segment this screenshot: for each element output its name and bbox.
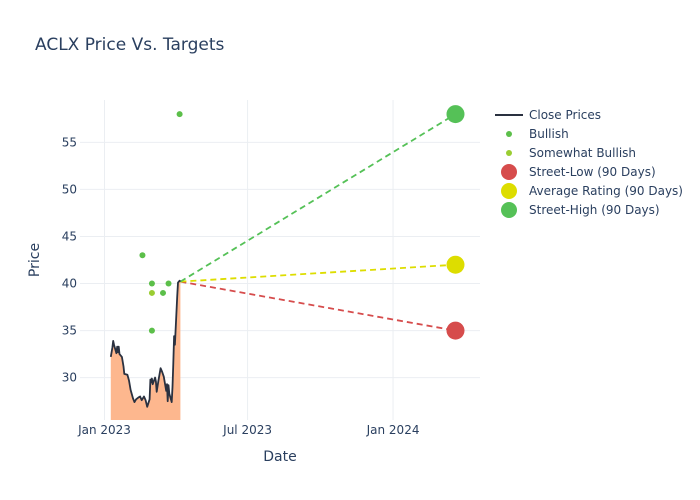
legend-item-street-low-days[interactable]: Street-Low (90 Days) [501, 164, 656, 180]
legend-label: Average Rating (90 Days) [529, 184, 683, 198]
y-tick-label: 50 [62, 182, 77, 196]
legend-item-somewhat-bullish[interactable]: Somewhat Bullish [506, 146, 636, 160]
y-tick-label: 40 [62, 277, 77, 291]
chart-title: ACLX Price Vs. Targets [35, 35, 224, 55]
bullish-point[interactable] [160, 289, 167, 296]
x-axis-label: Date [263, 449, 296, 465]
legend-label: Street-High (90 Days) [529, 203, 660, 217]
street-low-days-marker[interactable] [446, 321, 465, 340]
close-price-area [110, 280, 181, 420]
bullish-point[interactable] [139, 252, 146, 259]
somewhat-bullish-point[interactable] [148, 289, 155, 296]
legend-item-bullish[interactable]: Bullish [506, 127, 569, 141]
target-markers [446, 105, 465, 340]
y-axis-ticks: 30 35 40 45 50 55 [62, 135, 77, 384]
average-rating-days-line [180, 263, 456, 283]
x-tick-label: Jan 2023 [77, 423, 131, 437]
legend-item-close-prices[interactable]: Close Prices [495, 108, 601, 122]
legend-label: Street-Low (90 Days) [529, 165, 656, 179]
x-axis-ticks: Jan 2023 Jul 2023 Jan 2024 [77, 423, 419, 437]
legend-marker-swatch [501, 183, 517, 199]
street-high-days-line [179, 113, 456, 283]
legend-marker-swatch [501, 164, 517, 180]
bullish-point[interactable] [165, 280, 172, 287]
plot-area [80, 100, 480, 420]
y-tick-label: 35 [62, 324, 77, 338]
legend-dot-swatch [506, 131, 512, 137]
bullish-point[interactable] [148, 280, 155, 287]
y-tick-label: 55 [62, 135, 77, 149]
y-axis-label: Price [27, 243, 43, 277]
y-tick-label: 45 [62, 229, 77, 243]
legend-label: Bullish [529, 127, 569, 141]
street-low-days-line [180, 280, 456, 332]
legend-label: Close Prices [529, 108, 601, 122]
street-high-days-marker[interactable] [446, 105, 465, 124]
rating-points [139, 111, 183, 334]
price-area [110, 280, 181, 420]
legend-marker-swatch [501, 202, 517, 218]
legend-dot-swatch [506, 150, 512, 156]
bullish-point[interactable] [148, 327, 155, 334]
average-rating-days-marker[interactable] [446, 255, 465, 274]
price-line-layer [109, 279, 182, 408]
legend-item-street-high-days[interactable]: Street-High (90 Days) [501, 202, 660, 218]
legend-item-average-rating-days[interactable]: Average Rating (90 Days) [501, 183, 683, 199]
legend[interactable]: Close Prices Bullish Somewhat Bullish Stree… [495, 108, 683, 218]
x-tick-label: Jan 2024 [366, 423, 420, 437]
legend-label: Somewhat Bullish [529, 146, 636, 160]
bullish-point[interactable] [176, 111, 183, 118]
target-lines [179, 113, 456, 332]
x-tick-label: Jul 2023 [222, 423, 272, 437]
close-price-line [109, 279, 182, 408]
gridlines [80, 100, 480, 420]
y-tick-label: 30 [62, 371, 77, 385]
